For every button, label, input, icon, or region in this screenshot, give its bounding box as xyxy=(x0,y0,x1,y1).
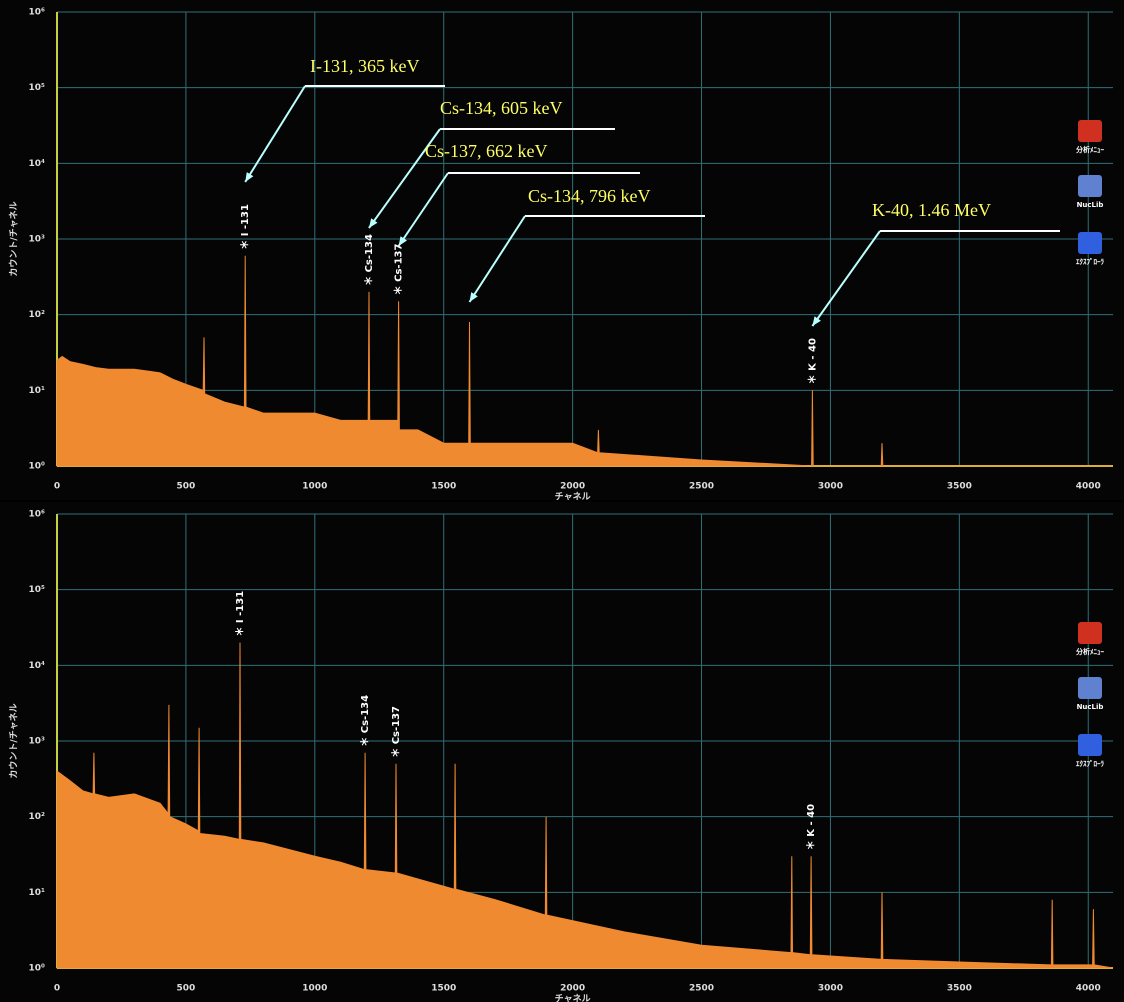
icon-graphic[interactable] xyxy=(1078,622,1102,644)
x-tick-label: 2500 xyxy=(689,984,714,994)
y-tick-label: 10³ xyxy=(29,737,46,747)
callout-label: Cs-134, 605 keV xyxy=(440,98,563,118)
y-tick-label: 10⁵ xyxy=(29,83,46,93)
x-tick-label: 1500 xyxy=(431,482,456,492)
y-axis-label: カウント/チャネル xyxy=(9,201,20,276)
page: {"chart_data": [ {"type": "area", "x_lab… xyxy=(0,0,1124,1002)
chart: 10⁰ 10¹ 10² 10³ 10⁴ 10⁵ 10⁶ 0 500 1000 1500 2000 250… xyxy=(0,0,1124,500)
x-tick-label: 3500 xyxy=(947,984,972,994)
callout-label: Cs-134, 796 keV xyxy=(528,186,651,206)
x-tick-label: 3000 xyxy=(818,482,843,492)
callout-label: I-131, 365 keV xyxy=(310,56,419,76)
x-tick-label: 2000 xyxy=(560,482,585,492)
x-tick-label: 1500 xyxy=(431,984,456,994)
peak-label: ＊ K - 40 xyxy=(805,804,817,850)
icon-label: NucLib xyxy=(1077,703,1104,711)
x-tick-label: 2500 xyxy=(689,482,714,492)
x-tick-label: 1000 xyxy=(302,482,327,492)
x-tick-label: 1000 xyxy=(302,984,327,994)
y-tick-label: 10² xyxy=(29,812,46,822)
icon-label: ｴｸｽﾌﾟﾛｰﾗ xyxy=(1076,759,1104,768)
icon-label: 分析ﾒﾆｭｰ xyxy=(1076,145,1104,154)
x-tick-label: 4000 xyxy=(1076,482,1101,492)
peak-label: ＊ Cs-134 xyxy=(359,695,371,747)
callout-label: K-40, 1.46 MeV xyxy=(872,200,991,220)
icon-graphic[interactable] xyxy=(1078,232,1102,254)
peak-label: ＊ Cs-137 xyxy=(393,244,405,296)
peak-label: ＊ Cs-137 xyxy=(390,706,402,758)
y-tick-label: 10⁶ xyxy=(29,8,46,18)
y-tick-label: 10⁴ xyxy=(29,159,46,169)
x-axis-label: チャネル xyxy=(555,492,591,501)
y-tick-label: 10⁶ xyxy=(29,510,46,520)
icon-graphic[interactable] xyxy=(1078,734,1102,756)
chart: 10⁰ 10¹ 10² 10³ 10⁴ 10⁵ 10⁶ 0 500 1000 1500 2000 250… xyxy=(0,502,1124,1002)
x-tick-label: 3500 xyxy=(947,482,972,492)
x-tick-label: 4000 xyxy=(1076,984,1101,994)
peak-label: ＊ I -131 xyxy=(234,591,246,637)
x-tick-label: 2000 xyxy=(560,984,585,994)
y-tick-label: 10³ xyxy=(29,235,46,245)
icon-label: 分析ﾒﾆｭｰ xyxy=(1076,647,1104,656)
y-tick-label: 10² xyxy=(29,310,46,320)
icon-label: ｴｸｽﾌﾟﾛｰﾗ xyxy=(1076,257,1104,266)
y-tick-label: 10¹ xyxy=(29,386,46,396)
peak-label: ＊ I -131 xyxy=(239,204,251,250)
icon-graphic[interactable] xyxy=(1078,677,1102,699)
icon-label: NucLib xyxy=(1077,201,1104,209)
y-tick-label: 10⁰ xyxy=(29,964,46,974)
icon-graphic[interactable] xyxy=(1078,120,1102,142)
x-tick-label: 0 xyxy=(54,482,60,492)
x-tick-label: 0 xyxy=(54,984,60,994)
x-tick-label: 500 xyxy=(177,984,196,994)
x-tick-label: 3000 xyxy=(818,984,843,994)
y-tick-label: 10⁴ xyxy=(29,661,46,671)
y-tick-label: 10⁵ xyxy=(29,585,46,595)
y-axis-label: カウント/チャネル xyxy=(9,703,20,778)
y-tick-label: 10¹ xyxy=(29,888,46,898)
icon-graphic[interactable] xyxy=(1078,175,1102,197)
callout-label: Cs-137, 662 keV xyxy=(425,141,548,161)
peak-label: ＊ Cs-134 xyxy=(363,234,375,286)
x-axis-label: チャネル xyxy=(555,994,591,1002)
y-tick-label: 10⁰ xyxy=(29,462,46,472)
peak-label: ＊ K - 40 xyxy=(806,338,818,384)
x-tick-label: 500 xyxy=(177,482,196,492)
